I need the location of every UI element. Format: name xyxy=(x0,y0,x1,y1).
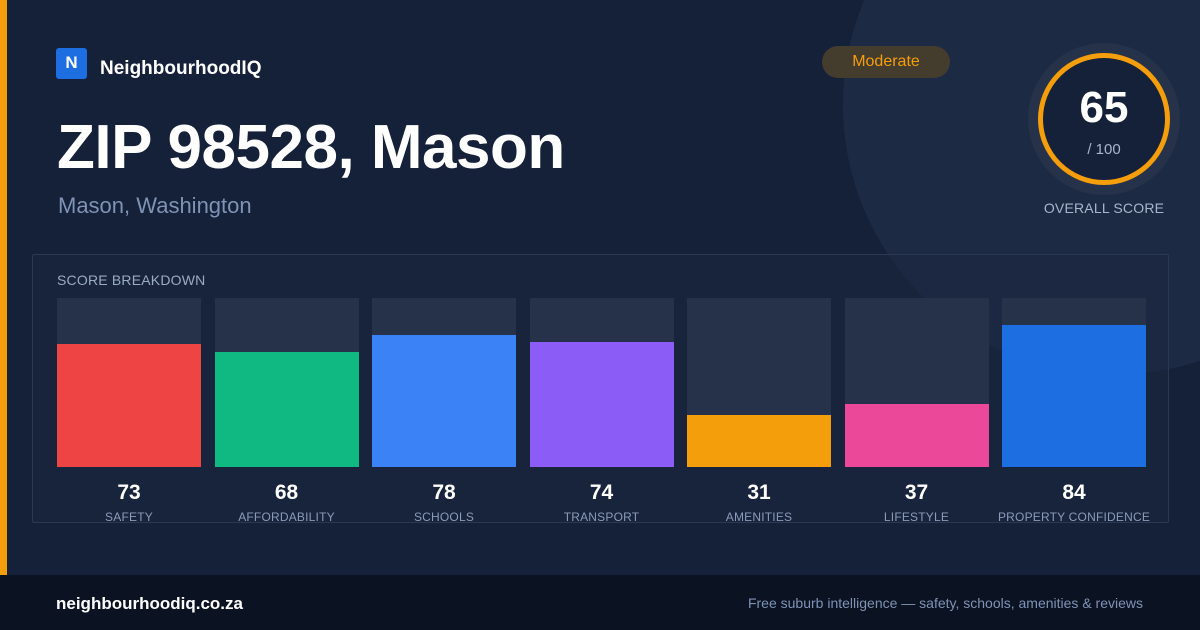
bar-fill xyxy=(529,341,674,467)
bar-value: 37 xyxy=(904,481,929,504)
brand-logo-icon: N xyxy=(56,47,87,79)
bar-label: AMENITIES xyxy=(725,510,793,524)
bar-track xyxy=(1002,298,1146,467)
bar-safety: 73 SAFETY xyxy=(57,298,201,524)
bar-affordability: 68 AFFORDABILITY xyxy=(214,298,359,524)
bar-label: TRANSPORT xyxy=(563,510,640,524)
bar-track xyxy=(372,298,516,467)
bar-label: SAFETY xyxy=(105,510,153,524)
page-title: ZIP 98528, Mason xyxy=(57,113,565,182)
bar-track xyxy=(844,298,989,467)
bar-transport: 74 TRANSPORT xyxy=(529,298,674,524)
brand-name: NeighbourhoodIQ xyxy=(100,58,262,79)
score-breakdown-chart: 73 SAFETY 68 AFFORDABILITY 78 SCHOOLS 74 TRANSP… xyxy=(33,255,1168,524)
accent-stripe xyxy=(0,0,7,575)
overall-score-caption: OVERALL SCORE xyxy=(1043,200,1165,216)
brand: N NeighbourhoodIQ xyxy=(56,46,261,80)
bar-fill xyxy=(57,343,201,467)
overall-score-max: / 100 xyxy=(1087,141,1121,158)
bar-value: 31 xyxy=(747,481,771,504)
bar-amenities: 31 AMENITIES xyxy=(687,298,831,524)
bar-value: 84 xyxy=(1062,481,1086,504)
bar-fill xyxy=(372,335,516,467)
bar-label: SCHOOLS xyxy=(413,510,475,524)
footer: neighbourhoodiq.co.za Free suburb intell… xyxy=(0,575,1200,630)
bar-value: 73 xyxy=(117,481,141,504)
bar-label: LIFESTYLE xyxy=(883,510,950,524)
overall-score-ring: 65 / 100 xyxy=(1028,43,1180,195)
bar-fill xyxy=(214,352,359,467)
bar-track xyxy=(57,298,201,467)
overall-score-circle: 65 / 100 xyxy=(1038,53,1170,185)
footer-tagline: Free suburb intelligence — safety, schoo… xyxy=(747,595,1143,611)
bar-value: 74 xyxy=(589,481,614,504)
bar-fill xyxy=(687,414,831,467)
score-breakdown-title: SCORE BREAKDOWN xyxy=(57,272,206,288)
bar-value: 68 xyxy=(274,481,299,504)
score-breakdown-panel: SCORE BREAKDOWN 73 SAFETY 68 AFFORDABILITY 7… xyxy=(32,254,1169,524)
bar-schools: 78 SCHOOLS xyxy=(372,298,516,524)
bar-track xyxy=(214,298,359,467)
bar-fill xyxy=(844,404,989,467)
bar-value: 78 xyxy=(432,481,456,504)
page-subtitle: Mason, Washington xyxy=(58,193,252,218)
bar-property-confidence: 84 PROPERTY CONFIDENCE xyxy=(998,298,1150,524)
footer-url: neighbourhoodiq.co.za xyxy=(56,594,243,613)
bar-lifestyle: 37 LIFESTYLE xyxy=(844,298,989,524)
overall-score-value: 65 xyxy=(1079,83,1129,132)
rating-badge: Moderate xyxy=(822,46,950,78)
bar-label: AFFORDABILITY xyxy=(238,510,335,524)
bar-fill xyxy=(1002,325,1146,467)
bar-label: PROPERTY CONFIDENCE xyxy=(997,510,1151,524)
bar-track xyxy=(529,298,674,467)
bar-track xyxy=(687,298,831,467)
